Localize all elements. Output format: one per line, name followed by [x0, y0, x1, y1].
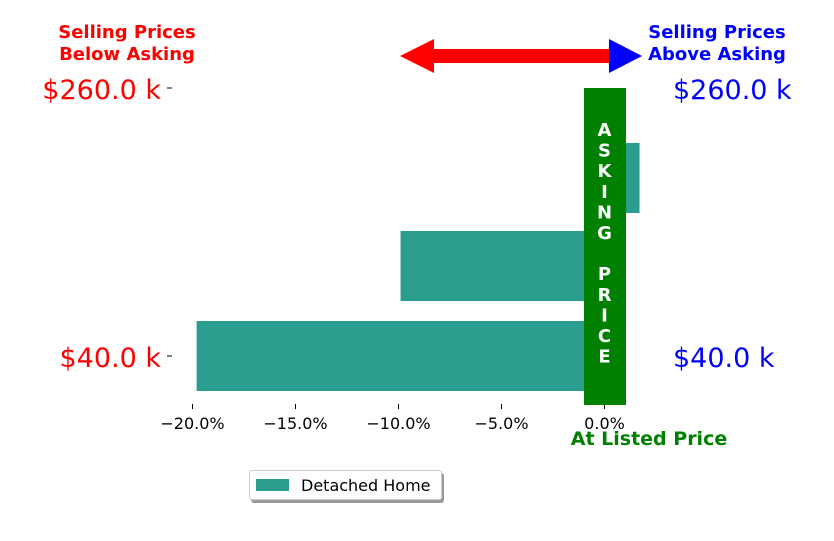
asking-price-letter-10: C	[598, 326, 611, 347]
asking-price-band	[584, 88, 626, 405]
asking-price-letter-4: N	[597, 202, 612, 223]
bar-0	[196, 321, 605, 391]
legend-swatch-detached-home	[256, 479, 289, 491]
asking-price-letter-5: G	[597, 223, 612, 244]
left-label-bottom: $40.0 k	[59, 343, 161, 374]
heading-below-asking-line-0: Selling Prices	[58, 22, 195, 43]
x-tick-label-4: 0.0%	[584, 414, 625, 433]
heading-above-asking-line-0: Selling Prices	[648, 22, 785, 43]
arrow-head-right	[609, 39, 642, 73]
asking-price-letter-3: I	[601, 182, 608, 203]
heading-below-asking-line-1: Below Asking	[59, 44, 195, 65]
right-label-bottom: $40.0 k	[673, 343, 775, 374]
right-label-top: $260.0 k	[673, 75, 792, 106]
asking-price-letter-7: P	[598, 264, 611, 285]
at-listed-price-label: At Listed Price	[571, 428, 727, 450]
heading-above-asking-line-1: Above Asking	[648, 44, 786, 65]
x-tick-label-2: −10.0%	[366, 414, 430, 433]
asking-price-letter-2: K	[598, 161, 613, 182]
asking-price-letter-9: I	[601, 305, 608, 326]
x-tick-label-0: −20.0%	[160, 414, 224, 433]
legend-label-detached-home: Detached Home	[301, 475, 431, 495]
legend: Detached Home	[249, 470, 442, 500]
bar-1	[400, 231, 605, 301]
left-label-top: $260.0 k	[42, 75, 161, 106]
asking-price-letter-1: S	[598, 141, 611, 162]
x-tick-label-3: −5.0%	[474, 414, 528, 433]
asking-price-letter-11: E	[598, 347, 610, 368]
asking-price-letter-8: R	[598, 285, 612, 306]
arrow-head-left	[400, 39, 434, 73]
x-tick-label-1: −15.0%	[263, 414, 327, 433]
arrow-shaft	[433, 49, 611, 63]
asking-price-letter-0: A	[598, 120, 612, 141]
